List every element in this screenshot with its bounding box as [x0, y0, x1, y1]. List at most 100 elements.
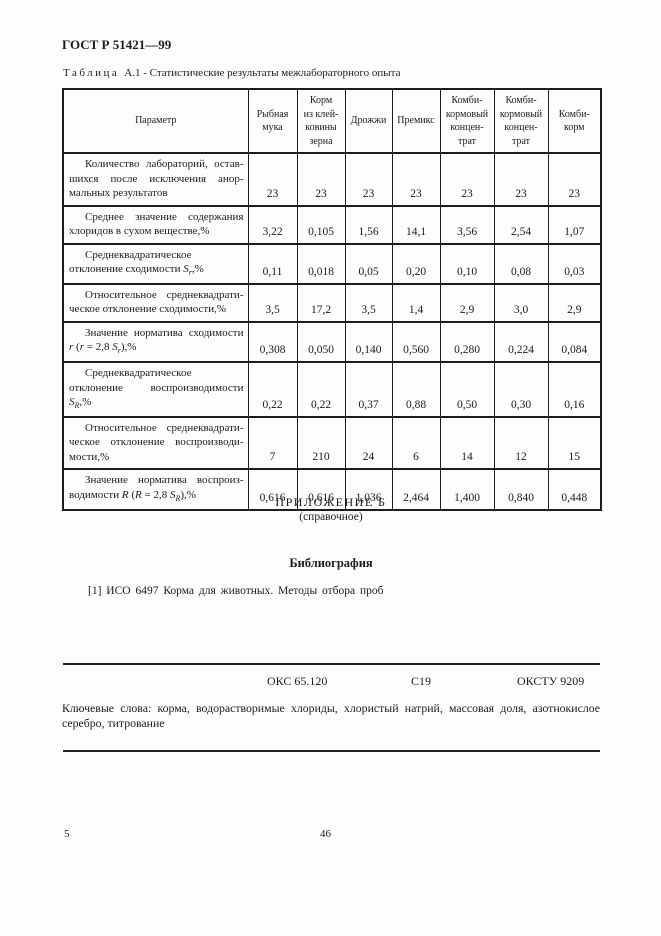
cell-value: 3,56: [439, 204, 495, 245]
cell-value: 23: [391, 152, 441, 207]
column-header: Премикс: [391, 88, 441, 154]
column-header: Дрожжи: [344, 88, 393, 154]
cell-value: 0,20: [391, 242, 441, 285]
cell-value: 1,036: [344, 468, 393, 511]
cell-value: 0,105: [296, 204, 346, 245]
column-header: Корм из клей- ковины зерна: [296, 88, 346, 154]
okstu-code: ОКСТУ 9209: [517, 674, 585, 688]
statistics-table: Параметр Рыбная мука Корм из клей- ковины …: [62, 88, 602, 511]
cell-value: 2,54: [493, 204, 549, 245]
cell-value: 0,10: [439, 242, 495, 285]
annex-block: ПРИЛОЖЕНИЕ Б (справочное): [62, 495, 600, 523]
cell-value: 0,11: [247, 242, 298, 285]
column-header: Комби- корм: [547, 88, 602, 154]
table-row: Относительное среднеквадрати­ческое откл…: [62, 415, 602, 470]
table-row: Среднее значение содержания хлоридов в с…: [62, 204, 602, 245]
cell-value: 0,22: [296, 361, 346, 418]
cell-value: 0,280: [439, 320, 495, 363]
cell-value: 17,2: [296, 282, 346, 323]
row-label: Количество лабораторий, остав­шихся посл…: [62, 152, 249, 207]
cell-value: 3,5: [247, 282, 298, 323]
cell-value: 23: [547, 152, 602, 207]
cell-value: 0,050: [296, 320, 346, 363]
column-header: Параметр: [62, 88, 249, 154]
cell-value: 12: [493, 415, 549, 470]
cell-value: 1,4: [391, 282, 441, 323]
cell-value: 1,400: [439, 468, 495, 511]
keywords-text: Ключевые слова: корма, водорастворимые х…: [62, 701, 600, 730]
cell-value: 23: [493, 152, 549, 207]
group-code: С19: [411, 674, 432, 688]
oks-code: ОКС 65.120: [267, 674, 328, 688]
divider-bottom: [63, 750, 600, 752]
cell-value: 0,22: [247, 361, 298, 418]
column-header: Комби- кормовый концен- трат: [439, 88, 495, 154]
cell-value: 0,018: [296, 242, 346, 285]
cell-value: 15: [547, 415, 602, 470]
cell-value: 0,30: [493, 361, 549, 418]
cell-value: 0,08: [493, 242, 549, 285]
annex-subtitle: (справочное): [299, 511, 363, 523]
table-caption: Таблица А.1 - Статистические результаты м…: [63, 67, 400, 79]
cell-value: 3,22: [247, 204, 298, 245]
cell-value: 23: [439, 152, 495, 207]
cell-value: 0,084: [547, 320, 602, 363]
row-label: Относительное среднеквадрати­ческое откл…: [62, 282, 249, 323]
cell-value: 0,03: [547, 242, 602, 285]
table-row: Значение норматива воспроиз­водимости R …: [62, 468, 602, 511]
table-row: Значение норматива сходимос­ти r (r = 2,…: [62, 320, 602, 363]
table-caption-text: А.1 - Статистические результаты межлабор…: [124, 67, 401, 79]
table-row: Количество лабораторий, остав­шихся посл…: [62, 152, 602, 207]
table-row: Среднеквадратическое отклонение сходимос…: [62, 242, 602, 285]
classification-codes: ОКС 65.120 С19 ОКСТУ 9209: [62, 674, 600, 690]
table-header-row: Параметр Рыбная мука Корм из клей- ковины …: [62, 88, 602, 154]
table-caption-word: Таблица: [63, 67, 120, 79]
cell-value: 210: [296, 415, 346, 470]
divider-top: [63, 663, 600, 665]
cell-value: 0,448: [547, 468, 602, 511]
cell-value: 0,840: [493, 468, 549, 511]
cell-value: 14,1: [391, 204, 441, 245]
row-label: Среднеквадратическое отклонение воспроиз…: [62, 361, 249, 418]
cell-value: 0,560: [391, 320, 441, 363]
cell-value: 0,16: [547, 361, 602, 418]
column-header: Комби- кормовый концен- трат: [493, 88, 549, 154]
cell-value: 2,9: [439, 282, 495, 323]
cell-value: 0,140: [344, 320, 393, 363]
cell-value: 0,50: [439, 361, 495, 418]
row-label: Относительное среднеквадрати­ческое откл…: [62, 415, 249, 470]
cell-value: 1,56: [344, 204, 393, 245]
cell-value: 23: [247, 152, 298, 207]
column-header: Рыбная мука: [247, 88, 298, 154]
cell-value: 0,224: [493, 320, 549, 363]
cell-value: 23: [344, 152, 393, 207]
row-label: Среднеквадратическое отклонение сходимос…: [62, 242, 249, 285]
cell-value: 2,9: [547, 282, 602, 323]
cell-value: 24: [344, 415, 393, 470]
row-label: Среднее значение содержания хлоридов в с…: [62, 204, 249, 245]
table-row: Среднеквадратическое отклонение воспроиз…: [62, 361, 602, 418]
cell-value: 0,308: [247, 320, 298, 363]
bibliography-item: [1] ИСО 6497 Корма для животных. Методы …: [88, 585, 384, 597]
table-row: Относительное среднеквадрати­ческое откл…: [62, 282, 602, 323]
cell-value: 3,0: [493, 282, 549, 323]
cell-value: 3,5: [344, 282, 393, 323]
page-number-center: 46: [320, 828, 331, 840]
cell-value: 14: [439, 415, 495, 470]
cell-value: 7: [247, 415, 298, 470]
cell-value: 0,05: [344, 242, 393, 285]
annex-title: ПРИЛОЖЕНИЕ Б: [275, 495, 387, 509]
page-number-left: 5: [64, 828, 70, 840]
cell-value: 0,616: [296, 468, 346, 511]
bibliography-title: Библиография: [289, 556, 373, 570]
doc-code: ГОСТ Р 51421—99: [62, 37, 172, 52]
row-label: Значение норматива сходимос­ти r (r = 2,…: [62, 320, 249, 363]
cell-value: 23: [296, 152, 346, 207]
cell-value: 1,07: [547, 204, 602, 245]
cell-value: 6: [391, 415, 441, 470]
cell-value: 0,37: [344, 361, 393, 418]
table-body: Количество лабораторий, остав­шихся посл…: [62, 152, 602, 511]
cell-value: 0,88: [391, 361, 441, 418]
cell-value: 2,464: [391, 468, 441, 511]
